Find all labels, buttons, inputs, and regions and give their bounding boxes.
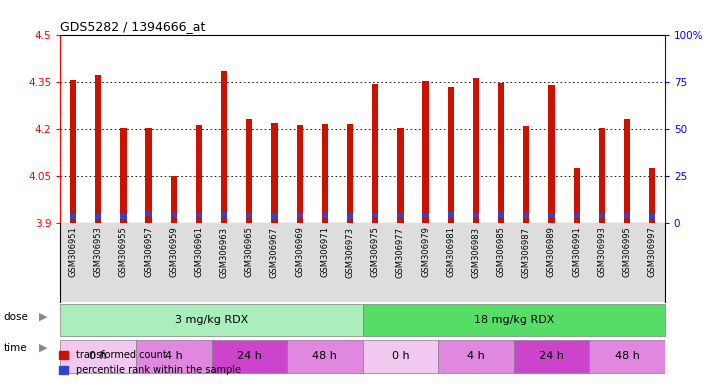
Bar [60,340,136,372]
Bar [514,340,589,372]
Text: GSM306959: GSM306959 [169,227,178,277]
Bar [321,124,328,223]
Bar [347,214,353,219]
Bar [221,71,228,223]
Text: GSM306983: GSM306983 [471,227,481,278]
Bar [599,214,605,218]
Bar [422,212,429,218]
Bar [589,340,665,372]
Text: GSM306971: GSM306971 [321,227,329,277]
Text: GSM306981: GSM306981 [447,227,455,277]
Bar [548,212,555,218]
Text: GSM306997: GSM306997 [648,227,657,277]
Text: 4 h: 4 h [467,351,485,361]
Text: GSM306965: GSM306965 [245,227,254,277]
Bar [136,340,212,372]
Bar [548,85,555,223]
Bar [95,214,102,219]
Text: GSM306973: GSM306973 [346,227,355,278]
Bar [70,79,76,223]
Bar [498,212,504,217]
Legend: transformed count, percentile rank within the sample: transformed count, percentile rank withi… [55,346,245,379]
Bar [397,212,404,217]
Text: GSM306975: GSM306975 [370,227,380,277]
Text: 18 mg/kg RDX: 18 mg/kg RDX [474,315,554,325]
Bar [649,168,656,223]
Text: 24 h: 24 h [237,351,262,361]
Text: GSM306955: GSM306955 [119,227,128,277]
Bar [272,214,277,219]
Bar [624,214,630,218]
Text: 4 h: 4 h [165,351,183,361]
Bar [221,212,228,217]
Bar [372,84,378,223]
Bar [70,214,76,219]
Text: GSM306991: GSM306991 [572,227,581,277]
Text: GSM306993: GSM306993 [597,227,606,277]
Bar [246,119,252,223]
Bar [95,74,102,223]
Bar [363,340,438,372]
Bar [574,212,579,218]
Bar [397,128,404,223]
Bar [246,214,252,218]
Bar [146,128,151,223]
Bar [599,128,605,223]
Text: 24 h: 24 h [539,351,564,361]
Bar [287,340,363,372]
Bar [498,83,504,223]
Text: ▶: ▶ [39,343,48,353]
Bar [120,214,127,219]
Bar [473,212,479,218]
Bar [574,168,579,223]
Bar [146,211,151,216]
Text: GSM306985: GSM306985 [496,227,506,277]
Text: GSM306987: GSM306987 [522,227,531,278]
Text: GSM306989: GSM306989 [547,227,556,277]
Text: dose: dose [4,312,28,322]
Text: 0 h: 0 h [392,351,410,361]
Bar [523,126,530,223]
Bar [196,125,202,223]
Text: GSM306961: GSM306961 [194,227,203,277]
Text: ▶: ▶ [39,312,48,322]
Text: GSM306953: GSM306953 [94,227,102,277]
Bar [448,87,454,223]
Text: GSM306963: GSM306963 [220,227,229,278]
Bar [363,304,665,336]
Bar [523,212,530,218]
Text: GSM306995: GSM306995 [623,227,631,277]
Bar [120,128,127,223]
Text: GSM306967: GSM306967 [270,227,279,278]
Text: GDS5282 / 1394666_at: GDS5282 / 1394666_at [60,20,205,33]
Bar [60,304,363,336]
Bar [196,214,202,218]
Bar [296,213,303,218]
Bar [272,123,277,223]
Bar [296,125,303,223]
Bar [649,214,656,219]
Bar [422,81,429,223]
Text: time: time [4,343,27,353]
Text: 48 h: 48 h [614,351,639,361]
Bar [347,124,353,223]
Bar [171,177,177,223]
Text: GSM306977: GSM306977 [396,227,405,278]
Text: GSM306979: GSM306979 [421,227,430,277]
Text: 3 mg/kg RDX: 3 mg/kg RDX [175,315,248,325]
Bar [321,214,328,218]
Bar [448,212,454,217]
Bar [212,340,287,372]
Bar [624,119,630,223]
Text: 0 h: 0 h [90,351,107,361]
Text: GSM306951: GSM306951 [68,227,77,277]
Text: GSM306969: GSM306969 [295,227,304,277]
Text: 48 h: 48 h [312,351,337,361]
Bar [438,340,514,372]
Bar [171,212,177,217]
Text: GSM306957: GSM306957 [144,227,153,277]
Bar [473,78,479,223]
Bar [372,212,378,218]
